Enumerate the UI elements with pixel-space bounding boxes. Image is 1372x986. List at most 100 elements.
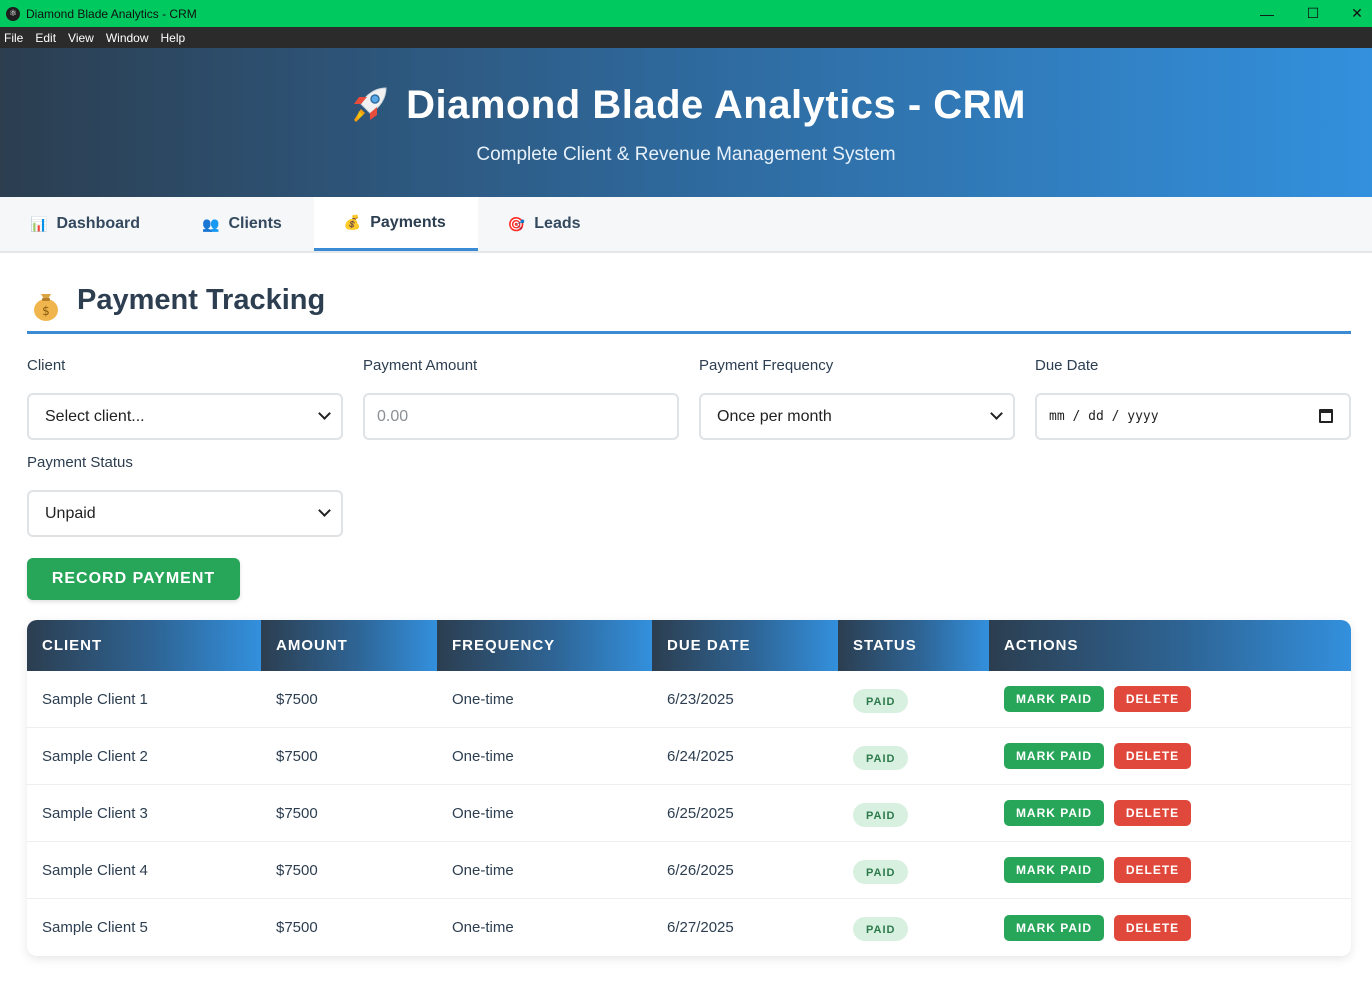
due-date-placeholder: mm / dd / yyyy [1049, 409, 1159, 424]
cell-frequency: One-time [452, 804, 514, 822]
cell-due-date: 6/24/2025 [667, 747, 734, 765]
table-row: Sample Client 2 $7500 One-time 6/24/2025 PAI… [27, 728, 1351, 785]
tab-dashboard[interactable]: 📊 Dashboard [0, 197, 172, 251]
app-header: Diamond Blade Analytics - CRM Complete C… [0, 48, 1372, 197]
cell-amount: $7500 [276, 690, 318, 708]
chevron-down-icon [318, 407, 331, 420]
client-select[interactable]: Select client... [27, 393, 343, 440]
mark-paid-button[interactable]: MARK PAID [1004, 743, 1104, 769]
cell-due-date: 6/25/2025 [667, 804, 734, 822]
tab-label: Clients [228, 215, 282, 232]
chevron-down-icon [318, 504, 331, 517]
delete-button[interactable]: DELETE [1114, 914, 1191, 941]
cell-actions: MARK PAID DELETE [989, 800, 1351, 826]
status-badge: PAID [853, 745, 909, 770]
cell-client: Sample Client 2 [42, 747, 148, 765]
due-date-input[interactable]: mm / dd / yyyy [1035, 393, 1351, 440]
delete-button[interactable]: DELETE [1114, 686, 1191, 712]
amount-field: Payment Amount 0.00 [363, 357, 679, 440]
menu-help[interactable]: Help [160, 30, 186, 45]
calendar-icon[interactable] [1319, 409, 1333, 423]
money-bag-icon: 💰 [343, 214, 362, 230]
table-body: Sample Client 1 $7500 One-time 6/23/2025 PAI… [27, 671, 1351, 956]
minimize-icon[interactable]: — [1260, 5, 1274, 22]
col-client: CLIENT [27, 620, 261, 671]
tab-label: Dashboard [56, 215, 141, 232]
rocket-icon [354, 87, 387, 122]
table-row: Sample Client 1 $7500 One-time 6/23/2025 PAI… [27, 671, 1351, 728]
mark-paid-button[interactable]: MARK PAID [1004, 857, 1104, 883]
tab-label: Leads [534, 215, 581, 232]
page-title: Payment Tracking [77, 284, 326, 316]
people-icon: 👥 [202, 215, 220, 232]
amount-input[interactable]: 0.00 [363, 393, 679, 440]
cell-status: PAID [838, 743, 989, 770]
delete-button[interactable]: DELETE [1114, 743, 1191, 769]
menu-bar: File Edit View Window Help [0, 27, 1372, 48]
cell-client: Sample Client 1 [42, 690, 148, 708]
table-row: Sample Client 5 $7500 One-time 6/27/2025 PAI… [27, 899, 1351, 956]
client-field: Client Select client... [27, 357, 343, 440]
tab-payments[interactable]: 💰 Payments [313, 197, 478, 251]
menu-window[interactable]: Window [105, 30, 149, 45]
payments-table: CLIENT AMOUNT FREQUENCY DUE DATE STATUS … [27, 620, 1351, 956]
app-icon: ⚛ [6, 6, 20, 21]
app-title: Diamond Blade Analytics - CRM [406, 82, 1026, 127]
status-select[interactable]: Unpaid [27, 490, 343, 537]
cell-actions: MARK PAID DELETE [989, 914, 1351, 941]
cell-frequency: One-time [452, 919, 514, 936]
cell-frequency: One-time [452, 861, 514, 879]
record-payment-button[interactable]: RECORD PAYMENT [27, 558, 240, 600]
cell-actions: MARK PAID DELETE [989, 857, 1351, 883]
frequency-select-value: Once per month [717, 407, 832, 425]
chevron-down-icon [990, 407, 1003, 420]
col-actions: ACTIONS [989, 620, 1351, 671]
cell-client: Sample Client 4 [42, 861, 148, 879]
app-subtitle: Complete Client & Revenue Management Sys… [476, 144, 896, 165]
cell-actions: MARK PAID DELETE [989, 743, 1351, 769]
cell-amount: $7500 [276, 861, 318, 879]
window-title: Diamond Blade Analytics - CRM [26, 6, 197, 21]
bar-chart-icon: 📊 [30, 215, 48, 232]
client-select-value: Select client... [45, 407, 145, 425]
tab-label: Payments [370, 213, 446, 231]
menu-edit[interactable]: Edit [35, 30, 57, 45]
cell-client: Sample Client 5 [42, 919, 148, 936]
cell-status: PAID [838, 800, 989, 827]
mark-paid-button[interactable]: MARK PAID [1004, 800, 1104, 826]
menu-view[interactable]: View [68, 30, 94, 45]
cell-amount: $7500 [276, 747, 318, 765]
col-amount: AMOUNT [261, 620, 437, 671]
table-row: Sample Client 3 $7500 One-time 6/25/2025 PAI… [27, 785, 1351, 842]
cell-actions: MARK PAID DELETE [989, 686, 1351, 712]
status-badge: PAID [853, 917, 909, 941]
tab-clients[interactable]: 👥 Clients [172, 197, 314, 251]
cell-amount: $7500 [276, 804, 318, 822]
due-date-label: Due Date [1035, 357, 1099, 374]
cell-due-date: 6/27/2025 [667, 919, 734, 936]
section-header: $ Payment Tracking [27, 284, 1351, 334]
money-bag-icon: $ [34, 294, 58, 321]
mark-paid-button[interactable]: MARK PAID [1004, 686, 1104, 712]
status-badge: PAID [853, 859, 909, 884]
delete-button[interactable]: DELETE [1114, 857, 1191, 883]
col-status: STATUS [838, 620, 989, 671]
status-badge: PAID [853, 802, 909, 827]
delete-button[interactable]: DELETE [1114, 800, 1191, 826]
status-label: Payment Status [27, 454, 133, 471]
mark-paid-button[interactable]: MARK PAID [1004, 914, 1104, 941]
due-date-field: Due Date mm / dd / yyyy [1035, 357, 1351, 440]
cell-frequency: One-time [452, 690, 514, 708]
col-frequency: FREQUENCY [437, 620, 652, 671]
amount-placeholder: 0.00 [377, 407, 409, 425]
amount-label: Payment Amount [363, 357, 478, 374]
tab-leads[interactable]: 🎯 Leads [478, 197, 613, 251]
menu-file[interactable]: File [4, 30, 24, 45]
maximize-icon[interactable]: ☐ [1306, 5, 1320, 21]
close-icon[interactable]: ✕ [1351, 5, 1363, 21]
frequency-field: Payment Frequency Once per month [699, 357, 1015, 440]
frequency-select[interactable]: Once per month [699, 393, 1015, 440]
cell-frequency: One-time [452, 747, 514, 765]
table-header: CLIENT AMOUNT FREQUENCY DUE DATE STATUS … [27, 620, 1351, 671]
cell-due-date: 6/26/2025 [667, 861, 734, 879]
